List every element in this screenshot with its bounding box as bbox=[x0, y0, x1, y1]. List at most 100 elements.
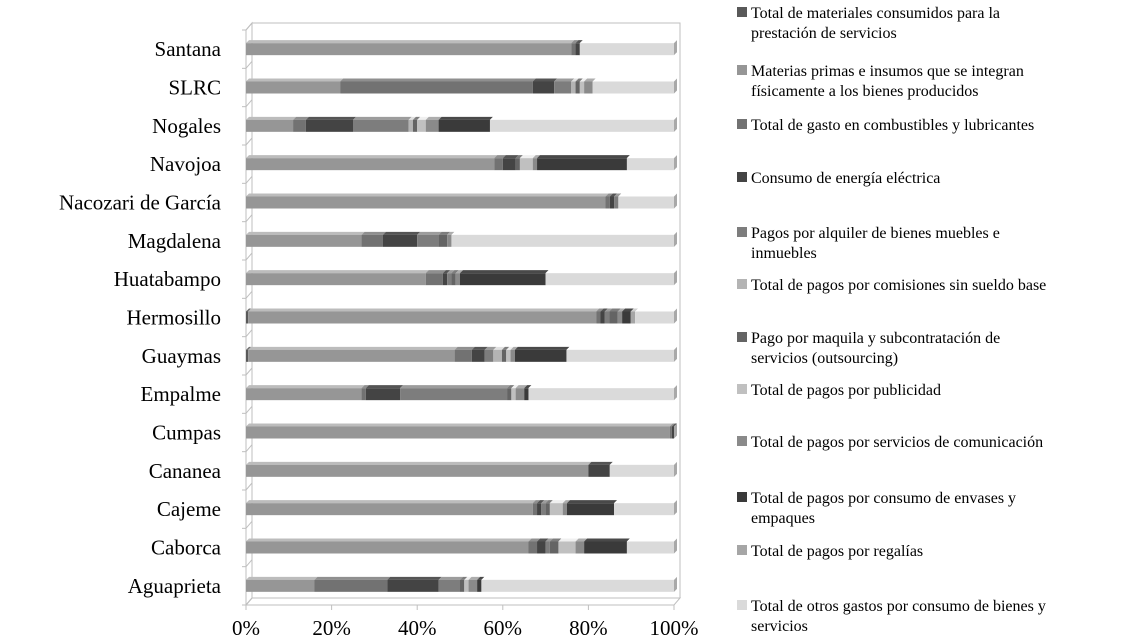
bar-segment bbox=[493, 349, 502, 362]
bar-segment bbox=[246, 579, 315, 592]
y-wall-divider bbox=[245, 22, 253, 31]
legend-entry: Total de materiales consumidos para la pr… bbox=[751, 5, 1000, 42]
bar-segment-top bbox=[246, 193, 609, 197]
legend-swatch bbox=[737, 65, 747, 75]
bar-segment bbox=[669, 426, 672, 439]
bar-segment-top bbox=[545, 270, 677, 274]
bar-segment bbox=[246, 541, 529, 554]
bar-segment-top bbox=[588, 461, 613, 465]
legend-entry: Total de otros gastos por consumo de bie… bbox=[751, 598, 1046, 635]
bar-segment-top bbox=[417, 116, 429, 120]
bar-segment-top bbox=[454, 346, 475, 350]
bar-segment-top bbox=[400, 385, 511, 389]
bar-segment bbox=[549, 541, 559, 554]
bar-segment bbox=[511, 388, 516, 401]
bar-segment-top bbox=[468, 576, 481, 580]
bar-segment bbox=[507, 388, 512, 401]
bar-segment bbox=[541, 503, 546, 516]
bar-segment bbox=[604, 311, 610, 324]
bar-segment-top bbox=[293, 116, 309, 120]
bar-segment bbox=[447, 234, 452, 247]
bar-segment-top bbox=[340, 78, 536, 82]
bar-segment-top bbox=[455, 270, 463, 274]
x-tick-label: 80% bbox=[569, 616, 608, 640]
x-tick-label: 0% bbox=[232, 616, 260, 640]
bar-segment-top bbox=[361, 231, 386, 235]
bar-end-cap bbox=[674, 78, 677, 94]
bar-segment bbox=[246, 196, 606, 209]
bar-segment-top bbox=[305, 116, 356, 120]
bar-segment-top bbox=[425, 270, 446, 274]
bar-segment bbox=[630, 311, 636, 324]
bar-segment bbox=[494, 158, 503, 171]
bar-segment bbox=[305, 119, 353, 132]
bar-segment-top bbox=[460, 576, 468, 580]
bar-segment bbox=[558, 541, 576, 554]
y-wall-divider bbox=[245, 252, 253, 261]
labels-layer: 0% 20% 40% 60% 80% 100% Santana SLRC Nogales Navo… bbox=[59, 37, 699, 640]
bar-segment bbox=[622, 311, 631, 324]
legend-entry: Total de pagos por comisiones sin sueldo… bbox=[751, 277, 1046, 294]
bar-segment bbox=[248, 311, 597, 324]
bar-end-cap bbox=[674, 423, 677, 439]
y-wall-divider bbox=[245, 214, 253, 222]
bar-segment-top bbox=[532, 155, 541, 159]
bar-segment-top bbox=[493, 346, 505, 350]
plot-back-wall bbox=[252, 22, 681, 598]
bar-segment bbox=[614, 196, 619, 209]
legend-swatch bbox=[737, 545, 747, 555]
bar-segment bbox=[477, 579, 482, 592]
bar-segment bbox=[528, 541, 538, 554]
bar-segment-top bbox=[246, 116, 297, 120]
bar-segment bbox=[447, 273, 452, 286]
bar-segment-top bbox=[614, 500, 677, 504]
bar-segment bbox=[246, 158, 495, 171]
bar-end-cap bbox=[674, 116, 677, 132]
bar-segment bbox=[609, 311, 618, 324]
bar-segment bbox=[510, 349, 515, 362]
bar-segment bbox=[382, 234, 418, 247]
bar-segment-top bbox=[545, 538, 553, 542]
y-wall-divider bbox=[245, 99, 253, 107]
bar-end-cap bbox=[674, 346, 677, 362]
bar-segment bbox=[626, 158, 674, 171]
bar-segment bbox=[588, 464, 610, 477]
bar-segment-top bbox=[575, 40, 583, 44]
bar-segment bbox=[618, 196, 674, 209]
bar-segment bbox=[575, 541, 585, 554]
bar-segment-top bbox=[567, 500, 618, 504]
bar-segment-top bbox=[246, 385, 365, 389]
bar-segment bbox=[246, 388, 362, 401]
y-wall-divider bbox=[245, 444, 253, 452]
bar-segment bbox=[246, 81, 341, 94]
bar-segment-top bbox=[484, 346, 497, 350]
category-label: Empalme bbox=[141, 382, 221, 406]
bar-segment bbox=[464, 579, 469, 592]
category-label: Guaymas bbox=[142, 344, 221, 368]
bar-segment-top bbox=[246, 346, 252, 350]
bar-segment-top bbox=[528, 538, 541, 542]
bar-segment-top bbox=[506, 346, 514, 350]
bar-segment bbox=[554, 81, 572, 94]
x-tick-label: 60% bbox=[484, 616, 523, 640]
bar-segment-top bbox=[626, 538, 677, 542]
bar-end-cap bbox=[674, 193, 677, 209]
bar-segment-top bbox=[549, 538, 562, 542]
bar-segment bbox=[635, 311, 674, 324]
bar-segment-top bbox=[353, 116, 412, 120]
y-wall-divider bbox=[245, 597, 253, 606]
legend-swatch bbox=[737, 227, 747, 237]
bar-segment-top bbox=[438, 576, 463, 580]
legend-swatch bbox=[737, 119, 747, 129]
category-label: SLRC bbox=[168, 76, 221, 100]
bar-segment bbox=[501, 349, 507, 362]
bar-segment-top bbox=[584, 78, 596, 82]
y-wall-divider bbox=[245, 137, 253, 146]
x-tick-label: 100% bbox=[650, 616, 699, 640]
bar-segment-top bbox=[489, 116, 677, 120]
bar-segment-top bbox=[592, 78, 677, 82]
bar-segment-top bbox=[501, 346, 510, 350]
bar-segment-top bbox=[246, 500, 536, 504]
